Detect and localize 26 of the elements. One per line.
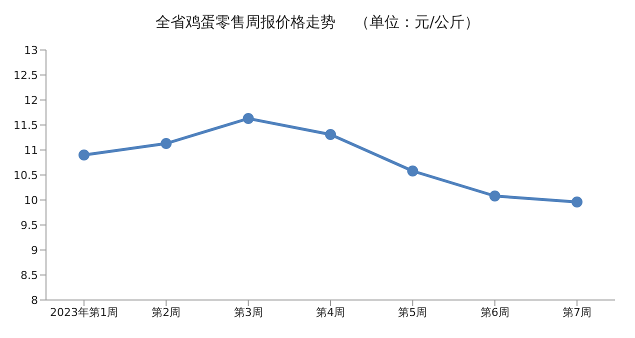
y-tick-label: 9 bbox=[31, 244, 38, 257]
x-tick-label: 第7周 bbox=[562, 306, 592, 319]
x-tick-label: 第6周 bbox=[480, 306, 510, 319]
y-tick-label: 11.5 bbox=[14, 118, 38, 132]
x-tick-label: 第3周 bbox=[234, 306, 263, 319]
point bbox=[325, 129, 336, 140]
y-tick-label: 11 bbox=[24, 144, 38, 157]
point bbox=[160, 138, 172, 149]
y-tick-label: 12.5 bbox=[14, 68, 38, 82]
y-tick-label: 12 bbox=[24, 94, 38, 107]
point bbox=[78, 150, 90, 160]
y-tick-label: 8.5 bbox=[20, 268, 38, 282]
y-tick-label: 8 bbox=[31, 294, 38, 307]
y-tick-label: 10 bbox=[24, 194, 38, 207]
y-tick-label: 10.5 bbox=[14, 168, 38, 182]
x-tick-label: 第5周 bbox=[398, 306, 428, 319]
x-tick-label: 2023年第1周 bbox=[50, 306, 118, 319]
x-tick-label: 第2周 bbox=[152, 306, 181, 319]
point bbox=[572, 196, 582, 208]
chart-title: 全省鸡蛋零售周报价格走势 （单位：元/公斤） bbox=[154, 12, 481, 33]
y-tick-label: 13 bbox=[24, 44, 38, 57]
x-tick-label: 第4周 bbox=[316, 306, 345, 319]
point bbox=[242, 113, 254, 124]
y-tick-label: 9.5 bbox=[20, 218, 38, 232]
point bbox=[489, 190, 500, 202]
point bbox=[407, 166, 418, 176]
